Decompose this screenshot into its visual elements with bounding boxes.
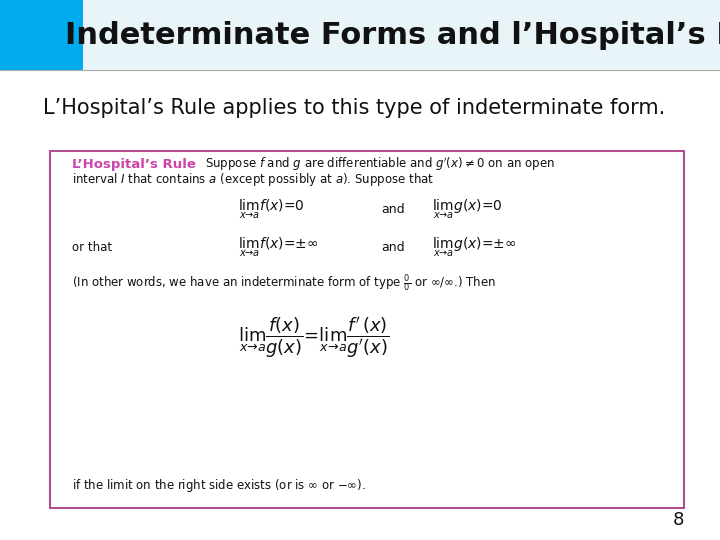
Text: and: and (382, 203, 405, 216)
Text: Suppose $f$ and $g$ are differentiable and $g'(x) \neq 0$ on an open: Suppose $f$ and $g$ are differentiable a… (205, 156, 555, 173)
Text: Indeterminate Forms and l’Hospital’s Rule: Indeterminate Forms and l’Hospital’s Rul… (65, 21, 720, 50)
Text: $\lim_{x \to a} f(x) = 0$: $\lim_{x \to a} f(x) = 0$ (238, 198, 304, 221)
Text: $\lim_{x \to a} \dfrac{f(x)}{g(x)} = \lim_{x \to a} \dfrac{f'(x)}{g'(x)}$: $\lim_{x \to a} \dfrac{f(x)}{g(x)} = \li… (238, 315, 389, 360)
Text: interval $I$ that contains $a$ (except possibly at $a$). Suppose that: interval $I$ that contains $a$ (except p… (72, 171, 434, 188)
Text: and: and (382, 241, 405, 254)
Text: $\lim_{x \to a} g(x) = 0$: $\lim_{x \to a} g(x) = 0$ (432, 198, 503, 221)
Text: $\lim_{x \to a} g(x) = \pm\infty$: $\lim_{x \to a} g(x) = \pm\infty$ (432, 236, 516, 259)
Text: (In other words, we have an indeterminate form of type $\frac{0}{0}$ or $\infty/: (In other words, we have an indeterminat… (72, 273, 496, 294)
Text: L’Hospital’s Rule applies to this type of indeterminate form.: L’Hospital’s Rule applies to this type o… (43, 98, 665, 118)
Text: 8: 8 (672, 511, 684, 529)
Text: L’Hospital’s Rule: L’Hospital’s Rule (72, 158, 196, 171)
Text: $\lim_{x \to a} f(x) = \pm\infty$: $\lim_{x \to a} f(x) = \pm\infty$ (238, 236, 318, 259)
Text: or that: or that (72, 241, 112, 254)
Text: if the limit on the right side exists (or is $\infty$ or $-\infty$).: if the limit on the right side exists (o… (72, 477, 366, 495)
